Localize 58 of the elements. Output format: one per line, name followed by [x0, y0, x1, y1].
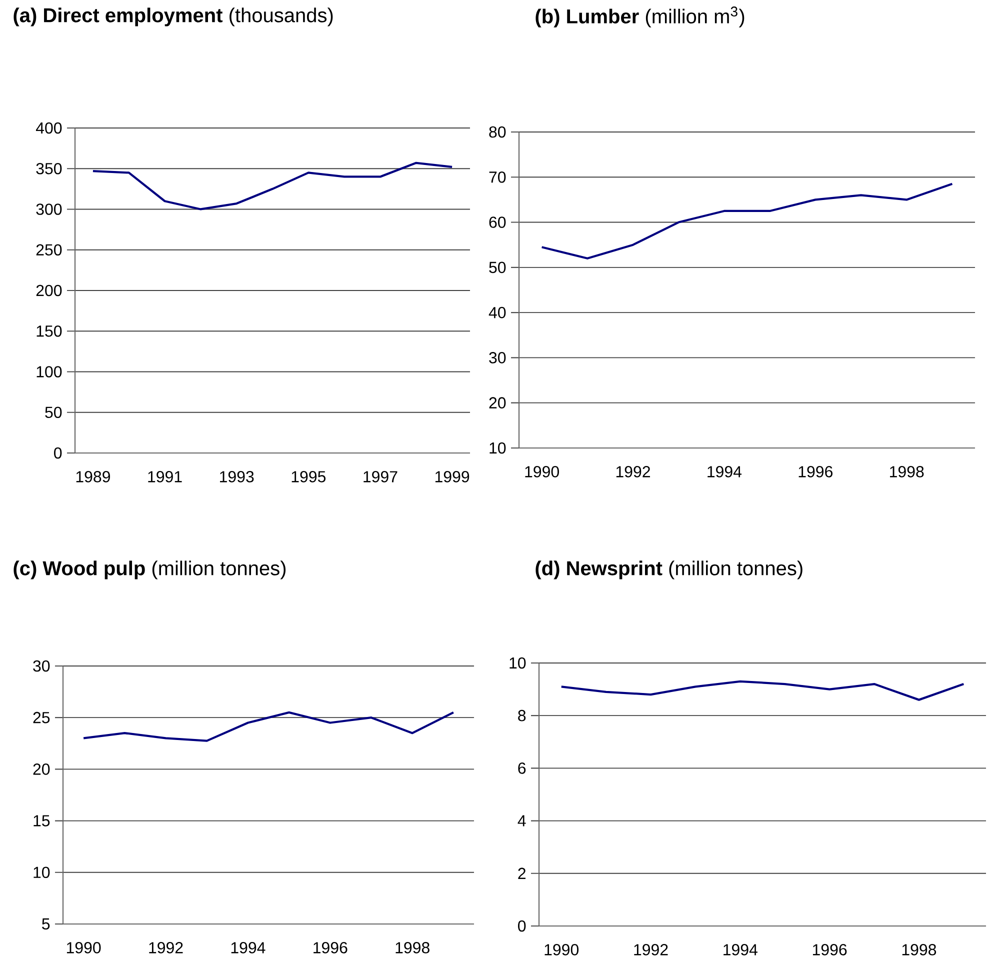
- y-tick-label: 100: [36, 366, 62, 378]
- x-tick-label: 1994: [724, 944, 758, 956]
- chart-title: (b) Lumber (million m$^{3}$): [536, 6, 744, 28]
- x-tick-label: 1992: [634, 944, 668, 956]
- x-tick-label: 1999: [435, 471, 470, 482]
- line-series: [82, 711, 455, 742]
- x-tick-label: 1990: [544, 944, 579, 956]
- y-tick-label: 200: [36, 284, 62, 296]
- y-tick-label: 10: [510, 657, 526, 669]
- y-tick-label: 8: [518, 710, 526, 722]
- x-tick-label: 1993: [220, 471, 254, 482]
- x-tick-label: 1998: [890, 466, 924, 478]
- y-tick-label: 350: [36, 162, 62, 174]
- y-tick-label: 4: [518, 815, 526, 826]
- x-tick-label: 1991: [148, 471, 182, 482]
- x-tick-label: 1992: [616, 466, 650, 478]
- line-series: [540, 182, 954, 260]
- y-tick-label: 50: [489, 262, 506, 274]
- y-tick-label: 2: [518, 868, 526, 879]
- y-tick-label: 250: [36, 244, 62, 256]
- x-tick-label: 1990: [66, 942, 101, 954]
- y-tick-label: 70: [489, 171, 506, 183]
- x-tick-label: 1998: [396, 942, 430, 954]
- y-tick-label: 5: [42, 918, 50, 930]
- chart-title: (c) Wood pulp (million tonnes): [14, 560, 286, 580]
- y-tick-label: 15: [34, 815, 50, 826]
- x-tick-label: 1995: [292, 471, 326, 482]
- y-tick-label: 150: [36, 325, 62, 337]
- x-tick-label: 1990: [525, 466, 559, 478]
- x-tick-label: 1994: [231, 942, 266, 954]
- chart-title: (a) Direct employment (thousands): [14, 8, 333, 26]
- x-tick-label: 1994: [708, 466, 742, 478]
- y-tick-label: 20: [489, 397, 506, 408]
- y-tick-label: 400: [36, 122, 62, 134]
- y-tick-label: 300: [36, 204, 62, 215]
- y-tick-label: 0: [518, 920, 526, 932]
- x-tick-label: 1992: [149, 942, 183, 954]
- x-tick-label: 1989: [76, 471, 110, 482]
- x-tick-label: 1996: [314, 942, 348, 954]
- y-tick-label: 30: [489, 352, 506, 364]
- x-tick-label: 1996: [798, 466, 832, 478]
- y-tick-label: 60: [489, 216, 506, 228]
- y-tick-label: 0: [54, 447, 62, 459]
- x-tick-label: 1998: [902, 944, 936, 956]
- line-series: [92, 162, 454, 210]
- y-tick-label: 6: [518, 762, 526, 774]
- x-tick-label: 1996: [812, 944, 847, 956]
- y-tick-label: 30: [33, 660, 50, 672]
- x-tick-label: 1997: [364, 471, 398, 482]
- y-tick-label: 80: [489, 126, 506, 138]
- y-tick-label: 20: [33, 764, 50, 775]
- y-tick-label: 40: [488, 306, 506, 318]
- y-tick-label: 10: [490, 442, 506, 454]
- y-tick-label: 50: [45, 406, 62, 418]
- y-tick-label: 10: [34, 866, 50, 878]
- y-tick-label: 25: [33, 712, 50, 724]
- line-series: [560, 680, 965, 701]
- chart-title: (d) Newsprint (million tonnes): [536, 560, 802, 580]
